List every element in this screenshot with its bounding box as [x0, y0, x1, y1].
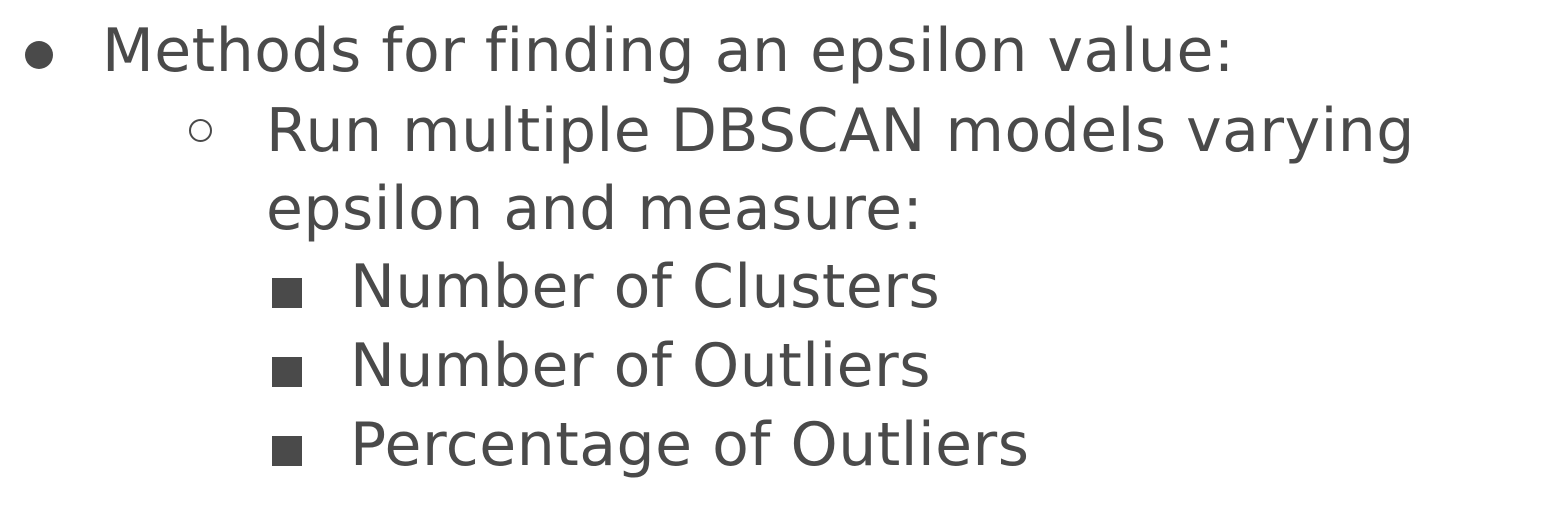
- bullet-level3-item: Percentage of Outliers: [350, 410, 1030, 480]
- bullet-level3-item: Number of Outliers: [350, 331, 931, 401]
- square-bullet-icon: [272, 357, 302, 387]
- square-bullet-icon: [272, 278, 302, 308]
- bullet-level2-line1: Run multiple DBSCAN models varying: [266, 96, 1415, 166]
- square-bullet-icon: [272, 436, 302, 466]
- disc-bullet-icon: [25, 41, 53, 69]
- bullet-level2-line2: epsilon and measure:: [266, 174, 924, 244]
- bullet-level1-text: Methods for finding an epsilon value:: [102, 16, 1235, 86]
- bullet-level3-item: Number of Clusters: [350, 252, 941, 322]
- circle-bullet-icon: [189, 119, 212, 142]
